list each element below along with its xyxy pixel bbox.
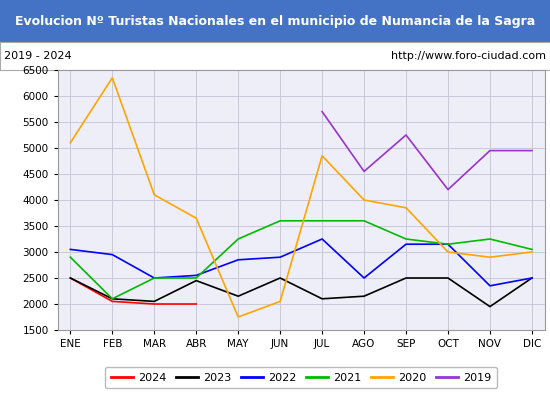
- Text: http://www.foro-ciudad.com: http://www.foro-ciudad.com: [390, 51, 546, 61]
- Legend: 2024, 2023, 2022, 2021, 2020, 2019: 2024, 2023, 2022, 2021, 2020, 2019: [105, 367, 497, 388]
- Text: Evolucion Nº Turistas Nacionales en el municipio de Numancia de la Sagra: Evolucion Nº Turistas Nacionales en el m…: [15, 14, 535, 28]
- Text: 2019 - 2024: 2019 - 2024: [4, 51, 72, 61]
